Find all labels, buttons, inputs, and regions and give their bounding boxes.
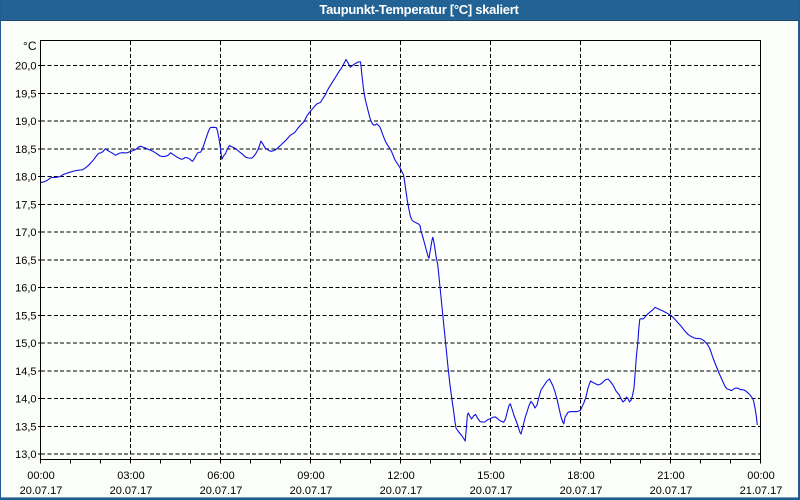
svg-text:20.07.17: 20.07.17 [650, 485, 693, 497]
svg-text:20.07.17: 20.07.17 [200, 485, 243, 497]
svg-text:18,5: 18,5 [15, 144, 36, 156]
svg-text:15,0: 15,0 [15, 338, 36, 350]
svg-text:14,5: 14,5 [15, 366, 36, 378]
svg-text:17,5: 17,5 [15, 199, 36, 211]
svg-text:15,5: 15,5 [15, 310, 36, 322]
svg-text:19,0: 19,0 [15, 116, 36, 128]
svg-text:21.07.17: 21.07.17 [740, 485, 783, 497]
svg-text:18:00: 18:00 [567, 470, 595, 482]
svg-text:13,5: 13,5 [15, 421, 36, 433]
svg-text:00:00: 00:00 [747, 470, 775, 482]
svg-text:20.07.17: 20.07.17 [380, 485, 423, 497]
svg-text:20.07.17: 20.07.17 [470, 485, 513, 497]
svg-text:20.07.17: 20.07.17 [290, 485, 333, 497]
svg-text:13,0: 13,0 [15, 449, 36, 461]
svg-text:14,0: 14,0 [15, 394, 36, 406]
svg-text:20.07.17: 20.07.17 [560, 485, 603, 497]
svg-text:06:00: 06:00 [207, 470, 235, 482]
svg-text:00:00: 00:00 [27, 470, 55, 482]
svg-text:20,0: 20,0 [15, 61, 36, 73]
svg-text:20.07.17: 20.07.17 [20, 485, 63, 497]
svg-text:21:00: 21:00 [657, 470, 685, 482]
svg-text:17,0: 17,0 [15, 227, 36, 239]
svg-text:Taupunkt-Temperatur [°C] skali: Taupunkt-Temperatur [°C] skaliert [319, 2, 519, 17]
svg-text:16,0: 16,0 [15, 283, 36, 295]
svg-text:19,5: 19,5 [15, 88, 36, 100]
svg-text:18,0: 18,0 [15, 172, 36, 184]
svg-text:09:00: 09:00 [297, 470, 325, 482]
svg-text:°C: °C [23, 39, 37, 53]
svg-text:15:00: 15:00 [477, 470, 505, 482]
svg-text:03:00: 03:00 [117, 470, 145, 482]
svg-text:12:00: 12:00 [387, 470, 415, 482]
svg-text:16,5: 16,5 [15, 255, 36, 267]
svg-text:20.07.17: 20.07.17 [110, 485, 153, 497]
